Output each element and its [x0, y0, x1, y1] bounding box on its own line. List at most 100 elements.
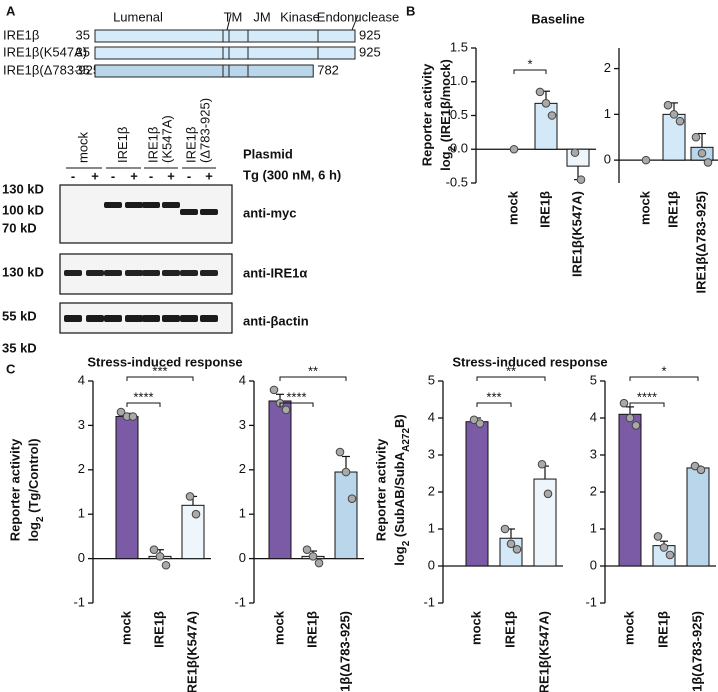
- chart-title: Stress-induced response: [87, 354, 242, 369]
- mw-marker: 35 kD: [2, 340, 37, 355]
- data-point: [341, 467, 351, 477]
- x-tick-label: IRE1β(K547A): [536, 611, 551, 692]
- construct-start: 35: [76, 27, 90, 42]
- y-axis-label-part: log: [438, 151, 453, 171]
- band: [162, 270, 180, 276]
- y-tick-label: 3: [78, 417, 85, 432]
- y-tick-label: -1: [73, 594, 85, 609]
- y-tick-label: 0.5: [450, 107, 468, 122]
- y-tick-label: 5: [428, 372, 435, 387]
- band: [180, 315, 198, 322]
- treatment-sign: -: [187, 168, 191, 183]
- treatment-sign: +: [205, 168, 213, 183]
- lane-header: IRE1β: [183, 127, 198, 163]
- y-tick-label: -1: [234, 594, 246, 609]
- x-tick-label: IRE1β(Δ783-925): [689, 611, 704, 692]
- x-tick-label: IRE1β: [665, 191, 680, 228]
- x-tick-label: IRE1β(K547A): [184, 611, 199, 692]
- y-tick-label: 2: [590, 483, 597, 498]
- x-tick-label: mock: [118, 610, 133, 645]
- y-axis-label: log2 (IRE1β/mock): [438, 59, 457, 171]
- band: [180, 270, 198, 276]
- band: [125, 202, 143, 208]
- domain-label: JM: [253, 9, 270, 24]
- construct-name: IRE1β: [3, 27, 39, 42]
- treatment-sign: -: [149, 168, 153, 183]
- x-tick-label: mock: [505, 190, 520, 225]
- lane-header: (Δ783-925): [197, 98, 212, 163]
- treatment-sign: +: [91, 168, 99, 183]
- data-point: [302, 545, 312, 555]
- y-tick-label: 1.0: [450, 73, 468, 88]
- x-tick-label: mock: [621, 610, 636, 645]
- data-point: [570, 148, 580, 157]
- y-tick-label: 2: [239, 461, 246, 476]
- x-tick-label: IRE1β: [502, 611, 517, 648]
- band: [104, 202, 122, 208]
- y-axis-label: Reporter activity: [419, 63, 434, 166]
- data-point: [335, 447, 345, 457]
- significance-label: ***: [486, 389, 501, 404]
- y-tick-label: 3: [428, 446, 435, 461]
- significance-label: ***: [152, 363, 167, 378]
- panel-label: A: [6, 3, 16, 18]
- y-tick-label: 1: [604, 106, 611, 121]
- data-point: [116, 407, 126, 417]
- data-point: [347, 494, 357, 503]
- panel-label: B: [406, 3, 415, 18]
- treatment-sign: +: [167, 168, 175, 183]
- data-point: [631, 421, 641, 430]
- significance-label: *: [661, 363, 666, 378]
- data-point: [128, 412, 138, 421]
- domain-label: Kinase: [280, 9, 320, 24]
- band: [162, 315, 180, 322]
- data-point: [665, 550, 675, 560]
- construct-bar: [94, 64, 314, 78]
- data-point: [314, 558, 324, 568]
- y-tick-label: 0: [239, 550, 246, 565]
- construct-start: 35: [76, 62, 90, 77]
- treatment-sign: +: [130, 168, 138, 183]
- y-tick-label: 2: [428, 483, 435, 498]
- lane-header: (K547A): [159, 115, 174, 163]
- y-tick-label: 3: [590, 446, 597, 461]
- y-axis-label-part: log: [26, 522, 41, 542]
- band: [200, 209, 218, 215]
- x-tick-label: IRE1β(K547A): [569, 191, 584, 277]
- x-tick-label: mock: [468, 610, 483, 645]
- construct-start: 35: [76, 44, 90, 59]
- data-point: [537, 459, 547, 469]
- y-tick-label: 4: [78, 372, 85, 387]
- y-tick-label: 1: [590, 520, 597, 535]
- data-point: [659, 543, 669, 552]
- y-tick-label: 0: [428, 557, 435, 572]
- significance-bracket: [629, 402, 665, 407]
- lane-header: IRE1β: [145, 127, 160, 163]
- endonuclease-pointer: [351, 14, 359, 31]
- x-tick-label: IRE1β(Δ783-925): [693, 191, 708, 294]
- data-point: [269, 385, 279, 395]
- mw-marker: 70 kD: [2, 220, 37, 235]
- band: [125, 270, 143, 276]
- data-point: [690, 461, 700, 471]
- significance-label: ****: [286, 389, 306, 404]
- band: [142, 315, 160, 322]
- band: [142, 202, 160, 208]
- treatment-label: Tg (300 nM, 6 h): [243, 167, 341, 182]
- significance-bracket: [126, 402, 161, 407]
- y-axis-label-part: 2: [447, 145, 458, 151]
- domain-label: TM: [224, 9, 243, 24]
- y-axis-label: log2 (Tg/Control): [26, 438, 45, 541]
- x-tick-label: mock: [271, 610, 286, 645]
- bar: [618, 413, 642, 567]
- data-point: [509, 144, 519, 154]
- construct-bar: [94, 46, 356, 60]
- y-tick-label: 0: [604, 152, 611, 167]
- x-tick-label: IRE1β: [655, 611, 670, 648]
- significance-bracket: [476, 376, 546, 381]
- data-point: [475, 419, 485, 428]
- y-axis-label-part: B): [392, 414, 407, 428]
- treatment-sign: -: [111, 168, 115, 183]
- mw-marker: 130 kD: [2, 264, 44, 279]
- y-tick-label: 0.0: [450, 141, 468, 156]
